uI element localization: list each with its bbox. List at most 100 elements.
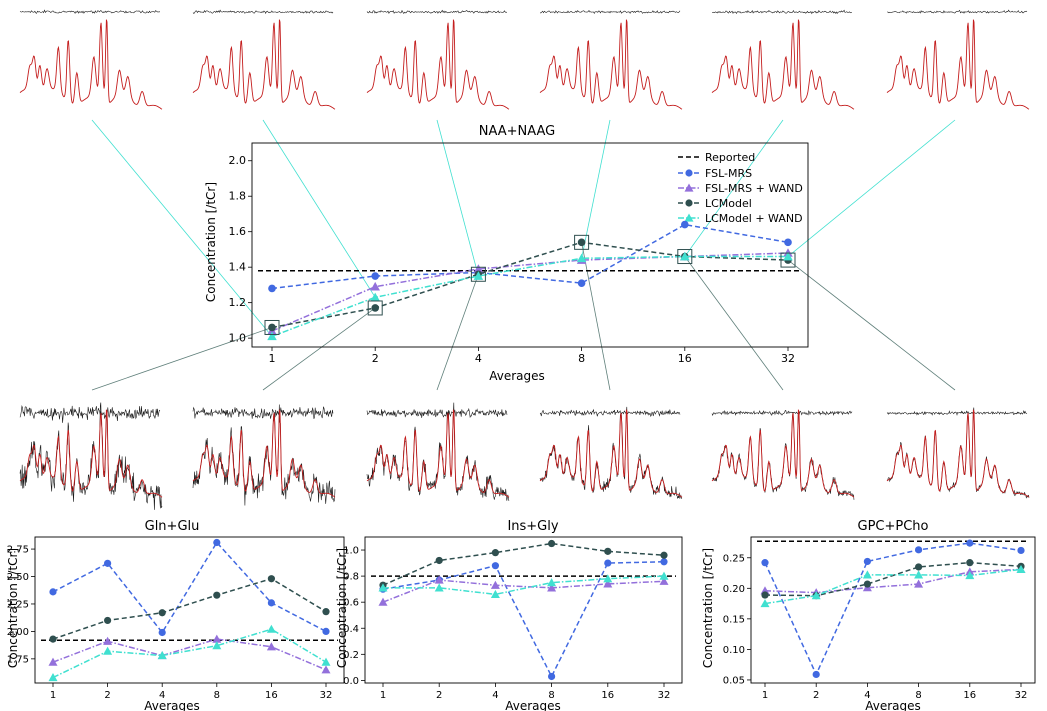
data-point — [604, 559, 612, 567]
legend-label-fsl-wand: FSL-MRS + WAND — [705, 182, 803, 195]
series-lcmodel-wand — [267, 251, 793, 341]
x-tick-label: 16 — [265, 690, 278, 701]
plot-frame — [364, 536, 683, 684]
y-tick-label: 2.25 — [7, 599, 29, 610]
y-tick-label: 1.0 — [229, 332, 247, 345]
data-point — [761, 591, 769, 599]
legend: Reported FSL-MRS FSL-MRS + WAND LCModel … — [678, 151, 803, 225]
data-point — [915, 563, 923, 571]
x-tick-label: 4 — [475, 352, 482, 365]
data-point — [48, 657, 58, 666]
connector-line — [581, 119, 611, 259]
x-tick-label: 32 — [658, 690, 671, 701]
connector-line — [684, 256, 784, 391]
series-line — [382, 561, 665, 679]
y-tick-label: 0.15 — [723, 614, 745, 625]
data-point — [49, 635, 57, 643]
data-point — [213, 591, 221, 599]
y-tick-label: 0.8 — [343, 572, 359, 583]
x-tick-label: 16 — [963, 690, 976, 701]
highlight-box — [367, 300, 383, 316]
x-axis-label: Averages — [144, 699, 200, 711]
connector-line — [787, 259, 956, 391]
data-point — [577, 279, 586, 287]
y-axis-label: Concentration [/tCr] — [701, 548, 715, 668]
spectrum-fit-trace — [366, 409, 510, 498]
residual-trace — [366, 407, 508, 419]
data-point — [49, 588, 57, 596]
series-lcmodel-wand — [378, 571, 669, 598]
data-point — [811, 591, 821, 600]
x-tick-label: 16 — [601, 690, 614, 701]
y-tick-label: 1.8 — [229, 190, 247, 203]
plot-frame — [34, 536, 345, 684]
data-point — [1017, 546, 1025, 555]
series-line — [271, 255, 788, 338]
series-line — [382, 542, 665, 586]
series-line — [271, 223, 789, 290]
highlight-box — [470, 266, 486, 282]
connector-line — [262, 307, 376, 391]
y-tick-label: 2.50 — [7, 572, 29, 583]
plot-frame — [750, 536, 1036, 684]
spectrum-data-trace — [192, 404, 336, 506]
data-point — [322, 627, 330, 636]
data-point — [491, 549, 499, 557]
spectrum-fit-trace — [19, 19, 163, 110]
chart-title: NAA+NAAG — [479, 124, 555, 139]
series-line — [764, 542, 1022, 677]
data-point — [659, 571, 669, 580]
highlight-box — [264, 319, 280, 335]
data-point — [268, 284, 276, 293]
highlight-box — [780, 252, 796, 268]
series-fsl — [761, 539, 1025, 679]
series-line — [382, 579, 665, 603]
x-tick-label: 1 — [380, 690, 386, 701]
data-point — [783, 251, 793, 261]
data-point — [966, 559, 974, 567]
data-point — [603, 579, 613, 588]
series-line — [383, 575, 665, 596]
data-point — [104, 616, 112, 625]
spectrum-fit-trace — [711, 409, 855, 498]
series-lcmodel-wand — [48, 624, 331, 682]
y-tick-label: 1.4 — [229, 261, 247, 274]
data-point — [267, 599, 275, 607]
data-point — [371, 272, 380, 280]
data-point — [914, 579, 924, 588]
chart-gpc-pcho: 0.05 0.10 0.15 0.20 0.25 1 2 4 8 16 32 GPC+PCho Av… — [701, 519, 1036, 711]
residual-trace — [711, 9, 853, 15]
data-point — [863, 557, 872, 566]
spectrum-fit-trace — [886, 409, 1030, 498]
spectrum-data-trace — [886, 407, 1030, 499]
series-fsl-wand — [760, 564, 1026, 597]
data-point — [434, 583, 444, 592]
residual-trace — [19, 405, 161, 423]
data-point — [158, 628, 166, 637]
data-point — [659, 576, 669, 585]
connector-line — [91, 327, 273, 391]
data-point — [370, 281, 380, 291]
y-tick-label: 0.4 — [343, 624, 359, 635]
residual-trace — [886, 410, 1028, 416]
data-point — [491, 562, 499, 570]
spectrum-fit-trace — [711, 19, 855, 110]
data-point — [322, 608, 330, 616]
data-point — [157, 651, 167, 660]
series-line — [764, 568, 1022, 605]
data-point — [490, 580, 500, 589]
y-tick-label: 1.6 — [229, 225, 247, 238]
x-tick-label: 16 — [678, 352, 692, 365]
x-tick-label: 8 — [548, 690, 554, 701]
x-tick-label: 4 — [159, 690, 165, 701]
y-tick-label: 2.00 — [7, 627, 29, 638]
y-tick-label: 2.75 — [7, 545, 29, 556]
connector-line — [91, 119, 273, 337]
data-point — [966, 539, 974, 547]
connector-lines — [91, 119, 956, 391]
y-tick-label: 0.6 — [343, 598, 359, 609]
connector-line — [787, 119, 956, 257]
data-point — [48, 673, 58, 682]
legend-label-reported: Reported — [705, 151, 755, 164]
series-fsl — [49, 538, 330, 637]
